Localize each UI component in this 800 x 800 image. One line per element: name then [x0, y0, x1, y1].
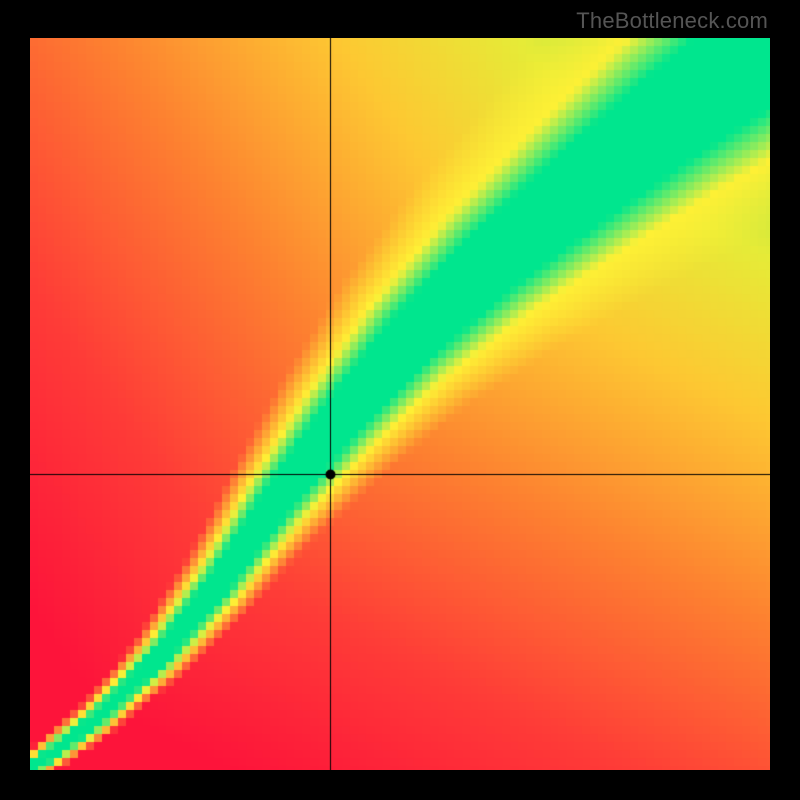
plot-area — [30, 38, 770, 770]
chart-outer: TheBottleneck.com — [0, 0, 800, 800]
heatmap-canvas — [30, 38, 770, 770]
watermark-text: TheBottleneck.com — [576, 8, 768, 34]
